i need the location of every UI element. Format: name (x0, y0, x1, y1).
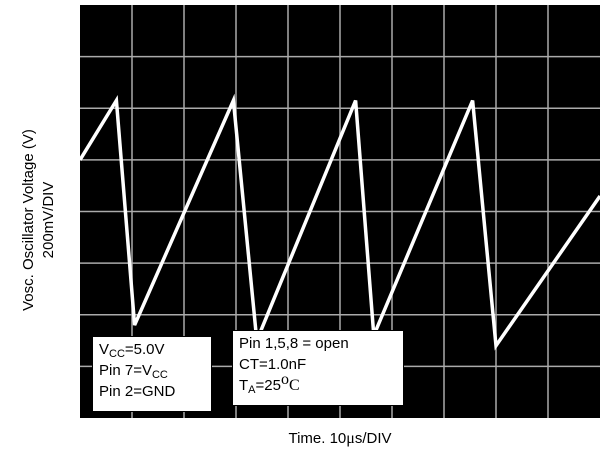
temperature-annotation: TA=25oC (239, 371, 300, 396)
vcc-annotation: VCC=5.0V (99, 341, 165, 360)
x-axis-label-text: Time. 10 (288, 430, 347, 447)
test-conditions-box: Pin 1,5,8 = open CT=1.0nF TA=25oC (232, 330, 404, 406)
y-axis-label-line1: Vosc. Oscillator Voltage (V) (20, 129, 37, 311)
pins-open-annotation: Pin 1,5,8 = open (239, 335, 349, 352)
pin7-annotation: Pin 7=VCC (99, 362, 168, 381)
x-axis-label: Time. 10μs/DIV (80, 430, 600, 448)
sawtooth-trace (78, 93, 600, 351)
pin2-annotation: Pin 2=GND (99, 383, 176, 400)
x-axis-label-mu: μ (346, 430, 355, 447)
y-axis-label-line2: 200mV/DIV (40, 181, 57, 259)
x-axis-label-unit: s/DIV (354, 430, 392, 447)
ct-annotation: CT=1.0nF (239, 356, 307, 373)
y-axis-label: Vosc. Oscillator Voltage (V) 200mV/DIV (0, 30, 78, 410)
supply-conditions-box: VCC=5.0V Pin 7=VCC Pin 2=GND (92, 336, 212, 412)
